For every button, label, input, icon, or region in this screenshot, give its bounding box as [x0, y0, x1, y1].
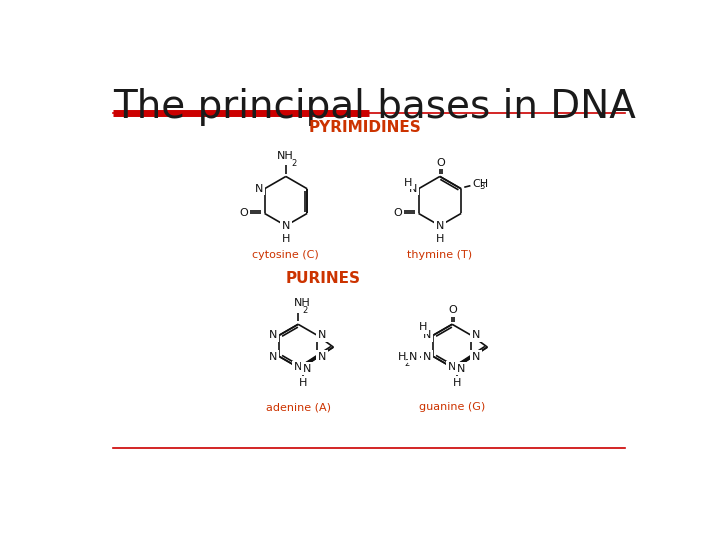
Text: N: N	[456, 363, 465, 374]
Text: N: N	[255, 184, 263, 194]
Text: O: O	[394, 208, 402, 218]
Text: 2: 2	[291, 159, 297, 168]
Text: H: H	[418, 322, 427, 332]
Text: N: N	[423, 330, 431, 340]
Text: O: O	[240, 208, 248, 218]
Text: PYRIMIDINES: PYRIMIDINES	[309, 120, 421, 135]
Text: guanine (G): guanine (G)	[419, 402, 485, 412]
Text: H: H	[398, 352, 407, 362]
Text: N: N	[269, 330, 277, 340]
Text: 3: 3	[480, 182, 485, 191]
Text: N: N	[318, 330, 326, 340]
Text: NH: NH	[294, 298, 311, 308]
Text: H: H	[436, 234, 444, 244]
Text: adenine (A): adenine (A)	[266, 402, 330, 412]
Text: H: H	[282, 234, 290, 244]
Text: N: N	[409, 352, 417, 362]
Text: cytosine (C): cytosine (C)	[253, 251, 319, 260]
Text: N: N	[294, 362, 302, 373]
Text: CH: CH	[472, 179, 488, 189]
Text: N: N	[408, 184, 417, 194]
Text: The principal bases in DNA: The principal bases in DNA	[113, 88, 636, 126]
Text: N: N	[269, 352, 277, 362]
Text: O: O	[449, 306, 457, 315]
Text: NH: NH	[276, 151, 294, 161]
Text: N: N	[472, 330, 480, 340]
Text: thymine (T): thymine (T)	[408, 251, 472, 260]
Text: H: H	[452, 377, 461, 388]
Text: H: H	[298, 377, 307, 388]
Text: N: N	[448, 362, 456, 373]
Text: O: O	[436, 158, 445, 167]
Text: 2: 2	[302, 306, 307, 315]
Text: N: N	[436, 221, 444, 231]
Text: N: N	[318, 352, 326, 362]
Text: H: H	[403, 178, 412, 187]
Text: N: N	[282, 221, 290, 231]
Text: N: N	[472, 352, 480, 362]
Text: N: N	[302, 363, 311, 374]
Text: 2: 2	[404, 359, 409, 368]
Text: PURINES: PURINES	[285, 271, 360, 286]
Text: N: N	[423, 352, 431, 362]
